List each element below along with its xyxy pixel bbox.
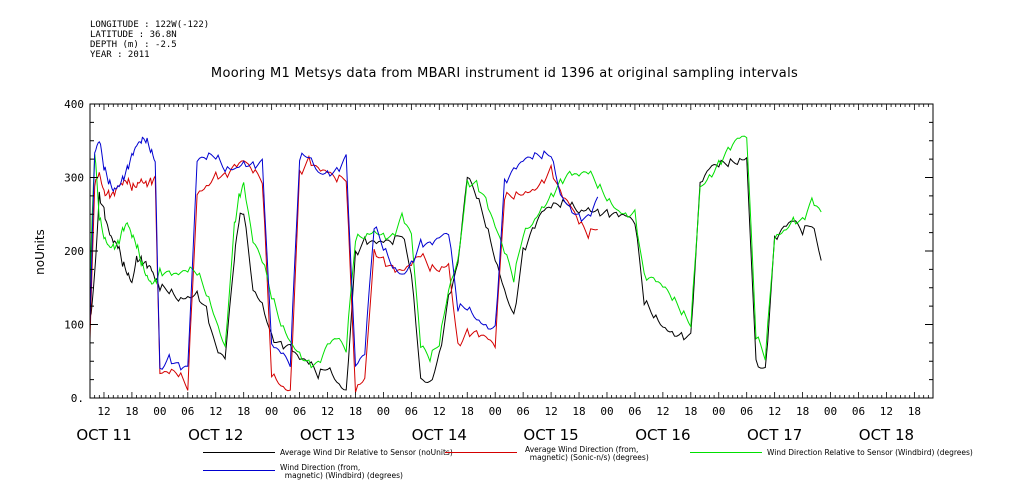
- legend-swatch-4: [203, 470, 275, 471]
- y-tick-label: 100: [64, 319, 84, 332]
- x-hour-label: 18: [125, 405, 138, 418]
- legend-label-4: Wind Direction (from, magnetic) (Windbir…: [280, 463, 403, 480]
- y-tick-label: 200: [64, 245, 84, 258]
- meta-depth: DEPTH (m) : -2.5: [90, 40, 177, 50]
- y-tick-label: 0.: [71, 392, 84, 405]
- x-hour-label: 12: [209, 405, 222, 418]
- x-day-label: OCT 13: [300, 426, 355, 444]
- x-day-label: OCT 12: [188, 426, 243, 444]
- x-hour-label: 06: [181, 405, 194, 418]
- x-hour-label: 18: [908, 405, 921, 418]
- x-hour-label: 00: [377, 405, 390, 418]
- legend-swatch-2: [445, 452, 517, 453]
- meta-year: YEAR : 2011: [90, 50, 150, 60]
- x-hour-label: 12: [321, 405, 334, 418]
- x-day-label: OCT 18: [859, 426, 914, 444]
- legend-label-2: Average Wind Direction (from, magnetic) …: [525, 445, 649, 462]
- metadata-block: LONGITUDE : 122W(-122) LATITUDE : 36.8N …: [90, 20, 209, 60]
- x-hour-label: 00: [824, 405, 837, 418]
- x-hour-label: 18: [349, 405, 362, 418]
- y-tick-label: 300: [64, 172, 84, 185]
- x-hour-label: 18: [461, 405, 474, 418]
- x-hour-label: 00: [712, 405, 725, 418]
- axes-layer: 0. 100 200 300 400 12 18 00 06 12 18 00 06 12 18 00 06 12…: [64, 98, 934, 444]
- x-hour-label: 00: [600, 405, 613, 418]
- x-hour-label: 06: [517, 405, 530, 418]
- x-hour-label: 06: [293, 405, 306, 418]
- meta-latitude: LATITUDE : 36.8N: [90, 30, 177, 40]
- x-day-label: OCT 15: [523, 426, 578, 444]
- x-hour-label: 18: [796, 405, 809, 418]
- meta-longitude: LONGITUDE : 122W(-122): [90, 20, 210, 30]
- series-line-3: [89, 135, 822, 369]
- x-day-label: OCT 14: [412, 426, 467, 444]
- x-hour-label: 00: [489, 405, 502, 418]
- x-day-label: OCT 17: [747, 426, 802, 444]
- legend-swatch-3: [690, 452, 762, 453]
- x-hour-label: 18: [684, 405, 697, 418]
- x-hour-label: 06: [740, 405, 753, 418]
- x-hour-label: 12: [97, 405, 110, 418]
- series-line-2: [89, 154, 598, 393]
- y-tick-label: 400: [64, 98, 84, 111]
- x-hour-label: 12: [656, 405, 669, 418]
- legend-label-1: Average Wind Dir Relative to Sensor (noU…: [280, 448, 453, 457]
- x-hour-label: 06: [405, 405, 418, 418]
- x-hour-label: 12: [768, 405, 781, 418]
- series-line-4: [89, 136, 599, 371]
- x-hour-label: 12: [433, 405, 446, 418]
- legend-swatch-1: [203, 452, 275, 453]
- x-hour-label: 06: [628, 405, 641, 418]
- x-hour-label: 00: [153, 405, 166, 418]
- series-layer: [89, 135, 822, 393]
- x-hour-label: 12: [544, 405, 557, 418]
- x-hour-label: 06: [852, 405, 865, 418]
- x-hour-label: 12: [880, 405, 893, 418]
- x-hour-label: 00: [265, 405, 278, 418]
- chart-title: Mooring M1 Metsys data from MBARI instru…: [210, 66, 799, 81]
- x-day-label: OCT 11: [76, 426, 131, 444]
- x-hour-label: 18: [237, 405, 250, 418]
- y-axis-label: noUnits: [33, 229, 47, 275]
- x-day-label: OCT 16: [635, 426, 690, 444]
- x-hour-label: 18: [572, 405, 585, 418]
- plot-frame: [89, 103, 934, 399]
- legend-label-3: Wind Direction Relative to Sensor (Windb…: [767, 448, 973, 457]
